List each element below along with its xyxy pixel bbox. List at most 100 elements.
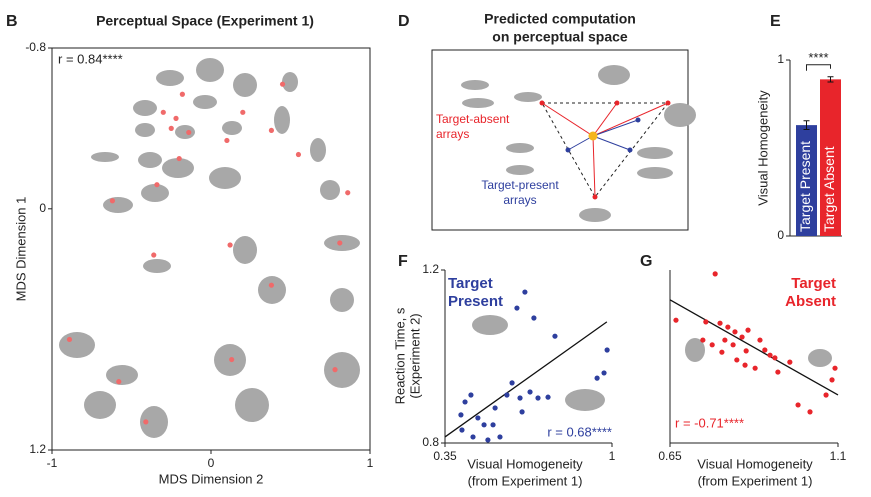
point <box>732 329 738 335</box>
bar <box>796 125 817 236</box>
panel-label: F <box>398 253 408 270</box>
x-tick-label: 1 <box>367 456 374 470</box>
x-tick-label: -1 <box>47 456 58 470</box>
point <box>775 369 781 375</box>
point <box>795 402 801 408</box>
point <box>743 348 749 354</box>
chart-title: Target <box>791 275 836 292</box>
point <box>709 342 715 348</box>
y-axis-label: MDS Dimension 1 <box>13 197 28 302</box>
point <box>823 392 829 398</box>
point <box>545 394 551 400</box>
point <box>468 392 474 398</box>
diagram-frame <box>431 49 689 231</box>
point <box>719 349 725 355</box>
annotation: **** <box>808 50 828 65</box>
point <box>829 377 835 383</box>
x-axis-label: (from Experiment 1) <box>698 473 813 488</box>
point <box>116 379 122 385</box>
point <box>504 392 510 398</box>
point <box>459 427 465 433</box>
point <box>497 434 503 440</box>
diagram-title: Predicted computation <box>484 11 636 27</box>
point <box>767 352 773 358</box>
panel-label: D <box>398 13 410 30</box>
point <box>527 389 533 395</box>
chart-title: Perceptual Space (Experiment 1) <box>96 13 314 29</box>
point <box>470 434 476 440</box>
point <box>462 399 468 405</box>
point <box>176 155 182 162</box>
y-tick-label: 1.2 <box>422 262 439 276</box>
y-tick-label: 0.8 <box>422 435 439 449</box>
absent-label: arrays <box>436 127 469 141</box>
point <box>332 367 338 373</box>
point <box>143 419 149 425</box>
example-images <box>472 315 832 411</box>
center-node <box>588 131 598 141</box>
point <box>490 422 496 428</box>
x-tick-label: 0.65 <box>658 449 682 463</box>
annotation: r = -0.71**** <box>675 415 744 430</box>
point <box>700 337 706 343</box>
point <box>154 182 160 188</box>
plot-frame <box>51 47 371 451</box>
bar <box>820 79 841 236</box>
point <box>742 362 748 368</box>
point <box>151 252 157 258</box>
y-tick-label: -0.8 <box>25 40 46 54</box>
point <box>594 375 600 381</box>
point <box>168 125 174 131</box>
point <box>481 422 487 428</box>
point <box>725 324 731 330</box>
chart-title: Present <box>448 293 503 310</box>
fit-line <box>669 299 839 396</box>
point <box>601 370 607 376</box>
point <box>186 129 192 136</box>
point <box>703 319 709 325</box>
diagram: D Predicted computation on perceptual sp… <box>398 11 696 231</box>
object-images <box>59 58 360 438</box>
point <box>160 109 166 115</box>
y-axis-label: Visual Homogeneity <box>755 90 770 206</box>
point <box>552 333 558 339</box>
point <box>66 336 73 343</box>
error-bar <box>827 76 834 83</box>
y-axis-label: Reaction Time, s <box>392 307 407 404</box>
present-nodes <box>565 117 641 153</box>
panel-label: B <box>6 13 18 30</box>
present-label: arrays <box>503 193 536 207</box>
annotation: r = 0.84**** <box>58 51 123 66</box>
absent-nodes <box>539 100 671 200</box>
x-axis-label: Visual Homogeneity <box>467 456 583 471</box>
y-tick-label: 1.2 <box>29 442 46 456</box>
point <box>109 198 116 204</box>
x-axis-label: Visual Homogeneity <box>697 456 813 471</box>
point <box>517 395 523 401</box>
absent-label: Target-absent <box>436 112 510 126</box>
point <box>268 282 275 288</box>
point <box>458 412 464 418</box>
y-axis-label: (Experiment 2) <box>407 313 422 398</box>
point <box>179 91 185 97</box>
point <box>514 305 520 311</box>
present-label: Target-present <box>481 178 559 192</box>
present-links <box>567 119 639 151</box>
bar-label: Target Absent <box>821 146 837 232</box>
point <box>531 315 537 321</box>
point <box>807 409 813 415</box>
panel-label: G <box>640 253 652 270</box>
point <box>717 320 723 326</box>
annotation: r = 0.68**** <box>547 424 612 439</box>
point <box>337 240 343 246</box>
x-tick-label: 1.1 <box>830 449 847 463</box>
chart-title: Absent <box>785 293 836 310</box>
diagram-edges <box>541 102 670 198</box>
point <box>295 151 302 158</box>
point <box>832 365 838 371</box>
point <box>485 437 491 443</box>
point <box>240 109 246 115</box>
point <box>492 405 498 411</box>
x-axis-label: MDS Dimension 2 <box>159 471 264 486</box>
